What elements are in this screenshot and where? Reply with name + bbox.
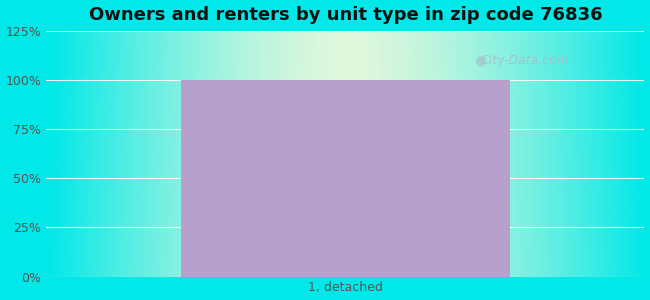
Title: Owners and renters by unit type in zip code 76836: Owners and renters by unit type in zip c…	[88, 6, 602, 24]
Text: ●: ●	[474, 53, 486, 67]
Text: City-Data.com: City-Data.com	[480, 54, 569, 67]
Bar	[181, 80, 510, 277]
